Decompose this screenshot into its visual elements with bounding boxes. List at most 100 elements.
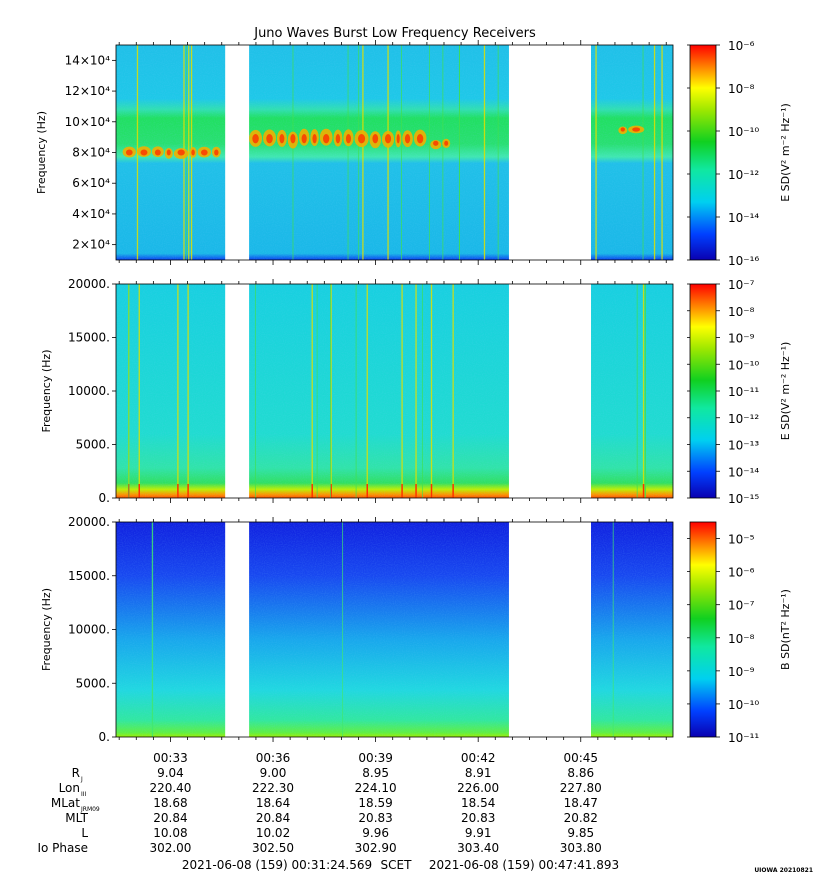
- ephemeris-value: 9.00: [260, 766, 287, 780]
- ephemeris-row-subscript: JRM09: [80, 806, 100, 813]
- ephemeris-value: 18.64: [256, 796, 290, 810]
- ephemeris-value: 222.30: [252, 781, 294, 795]
- y-tick-label: 8×10⁴: [72, 146, 110, 160]
- time-tick-label: 00:42: [461, 751, 496, 765]
- colorbar-1: 10⁻⁶ 10⁻⁸ 10⁻¹⁰ 10⁻¹² 10⁻¹⁴ 10⁻¹⁶ E SD(V² m⁻² …: [687, 39, 792, 268]
- ephemeris-value: 302.00: [149, 841, 191, 855]
- colorbar-tick-label: 10⁻¹²: [728, 168, 759, 182]
- footer-frame: SCET: [381, 858, 413, 872]
- colorbar-tick-label: 10⁻¹¹: [728, 385, 759, 399]
- colorbar-2: 10⁻⁷ 10⁻⁸ 10⁻⁹ 10⁻¹⁰ 10⁻¹¹ 10⁻¹² 10⁻¹³ 10⁻¹⁴ 10⁻…: [687, 278, 792, 506]
- emission-core: [200, 149, 208, 156]
- colorbar-tick-label: 10⁻⁹: [728, 332, 755, 346]
- colorbar-tick-label: 10⁻¹⁰: [728, 698, 759, 712]
- colorbar-3: 10⁻⁵ 10⁻⁶ 10⁻⁷ 10⁻⁸ 10⁻⁹ 10⁻¹⁰ 10⁻¹¹ B SD(nT² H…: [687, 521, 792, 745]
- colorbar-tick-label: 10⁻¹⁵: [728, 492, 759, 506]
- colorbar-tick-label: 10⁻¹⁰: [728, 125, 759, 139]
- colorbar-tick-label: 10⁻⁸: [728, 305, 755, 319]
- emission-core: [372, 134, 379, 144]
- noise-texture: [116, 284, 226, 498]
- ephemeris-value: 18.59: [358, 796, 392, 810]
- y-axis-label: Frequency (Hz): [40, 588, 53, 671]
- ephemeris-value: 224.10: [355, 781, 397, 795]
- ephemeris-value: 18.47: [564, 796, 598, 810]
- ephemeris-row-label: Lon: [59, 781, 80, 795]
- ephemeris-value: 10.02: [256, 826, 290, 840]
- y-tick-label: 12×10⁴: [65, 84, 111, 98]
- ephemeris-row-subscript: III: [81, 791, 87, 798]
- ephemeris-row-label: MLT: [65, 811, 88, 825]
- ephemeris-value: 18.54: [461, 796, 495, 810]
- ephemeris-value: 302.50: [252, 841, 294, 855]
- y-tick-label: 14×10⁴: [65, 53, 111, 67]
- y-tick-label: 0.: [99, 730, 110, 744]
- emission-core: [125, 149, 133, 156]
- ephemeris-value: 302.90: [355, 841, 397, 855]
- y-tick-label: 10×10⁴: [65, 115, 111, 129]
- ephemeris-value: 18.68: [153, 796, 187, 810]
- ephemeris-value: 303.80: [560, 841, 602, 855]
- footer-start-time: 2021-06-08 (159) 00:31:24.569: [182, 858, 372, 872]
- colorbar-tick-label: 10⁻¹¹: [728, 731, 759, 745]
- emission-core: [279, 134, 285, 144]
- emission-core: [214, 149, 219, 156]
- colorbar-tick-label: 10⁻¹³: [728, 439, 759, 453]
- emission-core: [416, 134, 424, 144]
- ephemeris-value: 20.82: [564, 811, 598, 825]
- ephemeris-value: 20.83: [461, 811, 495, 825]
- ephemeris-value: 8.91: [465, 766, 492, 780]
- ephemeris-value: 303.40: [457, 841, 499, 855]
- y-tick-label: 15000.: [68, 569, 110, 583]
- colorbar-tick-label: 10⁻⁸: [728, 82, 755, 96]
- emission-core: [301, 134, 307, 144]
- colorbar-gradient: [689, 521, 717, 738]
- colorbar-gradient: [689, 44, 717, 261]
- emission-core: [358, 134, 366, 144]
- colorbars: 10⁻⁶ 10⁻⁸ 10⁻¹⁰ 10⁻¹² 10⁻¹⁴ 10⁻¹⁶ E SD(V² m⁻² …: [687, 39, 792, 745]
- colorbar-tick-label: 10⁻¹⁴: [728, 211, 759, 225]
- colorbar-tick-label: 10⁻⁶: [728, 39, 755, 53]
- figure-title: Juno Waves Burst Low Frequency Receivers: [253, 26, 536, 41]
- y-axis-label: Frequency (Hz): [40, 350, 53, 433]
- emission-core: [166, 149, 171, 156]
- ephemeris-value: 20.84: [153, 811, 187, 825]
- emission-core: [433, 140, 439, 146]
- colorbar-label: B SD(nT² Hz⁻¹): [779, 589, 792, 670]
- ephemeris-value: 220.40: [149, 781, 191, 795]
- noise-texture: [249, 284, 509, 498]
- colorbar-label: E SD(V² m⁻² Hz⁻¹): [779, 103, 792, 202]
- y-tick-label: 0.: [99, 491, 110, 505]
- emission-core: [266, 134, 273, 144]
- time-tick-label: 00:39: [358, 751, 393, 765]
- emission-core: [154, 149, 161, 156]
- noise-texture: [249, 522, 509, 737]
- time-tick-label: 00:33: [153, 751, 188, 765]
- colorbar-tick-label: 10⁻⁷: [728, 599, 755, 613]
- y-tick-label: 4×10⁴: [72, 207, 110, 221]
- ephemeris-value: 9.04: [157, 766, 184, 780]
- emission-core: [191, 149, 195, 156]
- colorbar-tick-label: 10⁻¹⁶: [728, 254, 759, 268]
- noise-texture: [591, 522, 673, 737]
- footer-credit: UIOWA 20210821: [754, 867, 813, 874]
- spectrogram-panel-2: 0. 5000. 10000. 15000. 20000. Frequency (Hz): [40, 277, 674, 505]
- ephemeris-row-subscript: J: [80, 776, 83, 783]
- emission-core: [620, 127, 625, 132]
- colorbar-gradient: [689, 283, 717, 499]
- emission-core: [632, 127, 641, 132]
- y-tick-label: 20000.: [68, 277, 110, 291]
- ephemeris-value: 10.08: [153, 826, 187, 840]
- ephemeris-row-label: Io Phase: [37, 841, 88, 855]
- time-axis: 00:33 00:36 00:39 00:42 00:45: [153, 751, 598, 765]
- spectrogram-panel-3: 0. 5000. 10000. 15000. 20000. Frequency (Hz): [40, 515, 674, 744]
- ephemeris-value: 9.96: [362, 826, 389, 840]
- emission-core: [177, 149, 185, 156]
- ephemeris-value: 9.91: [465, 826, 492, 840]
- y-tick-label: 10000.: [68, 623, 110, 637]
- colorbar-label: E SD(V² m⁻² Hz⁻¹): [779, 342, 792, 441]
- emission-core: [396, 134, 400, 144]
- y-tick-label: 6×10⁴: [72, 176, 110, 190]
- emission-core: [312, 134, 317, 144]
- ephemeris-row-label: MLat: [51, 796, 80, 810]
- ephemeris-value: 20.84: [256, 811, 290, 825]
